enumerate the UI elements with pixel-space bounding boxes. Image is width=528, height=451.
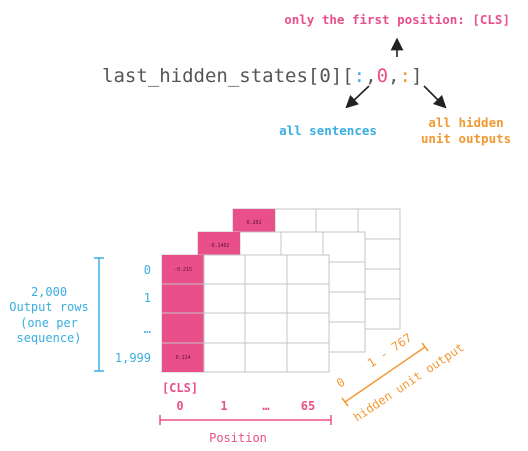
front-cls-value-top: -0.215: [174, 267, 192, 273]
rows-label-line3: (one per: [20, 316, 78, 330]
code-expression: last_hidden_states[0][:,0,:]: [102, 65, 422, 87]
hidden-unit-label: hidden unit output: [351, 340, 467, 424]
cls-label: [CLS]: [162, 381, 198, 395]
position-label: Position: [209, 431, 267, 445]
middle-cls-value: -0.1402: [208, 243, 229, 249]
front-cls-value-bottom: 0.124: [175, 355, 190, 361]
back-cls-value: 0.201: [246, 220, 261, 226]
rows-label-line4: sequence): [16, 331, 81, 345]
expr-prefix: last_hidden_states[0][: [102, 65, 354, 87]
label-all-hidden-line1: all hidden: [428, 115, 503, 130]
position-tick-ellipsis: …: [262, 399, 269, 413]
rows-label-line2: Output rows: [9, 300, 88, 314]
expr-zero-position: 0: [377, 65, 388, 87]
label-all-hidden-line2: unit outputs: [421, 131, 511, 146]
row-tick-1: 1: [144, 291, 151, 305]
front-layer-grid: [161, 254, 330, 373]
position-tick-65: 65: [301, 399, 315, 413]
expr-comma-2: ,: [388, 65, 399, 87]
top-annotation: only the first position: [CLS]: [284, 12, 510, 27]
rows-label-line1: 2,000: [31, 285, 67, 299]
hidden-bracket: [341, 342, 429, 407]
arrow-to-sentences-icon: [345, 85, 370, 109]
expr-suffix: ]: [411, 65, 422, 87]
row-tick-1999: 1,999: [115, 351, 151, 365]
middle-cls-cell: [198, 232, 240, 257]
expr-comma-1: ,: [365, 65, 376, 87]
row-tick-ellipsis: …: [144, 322, 151, 336]
label-all-sentences: all sentences: [279, 123, 377, 138]
hidden-range-end: 1 - 767: [365, 331, 415, 371]
back-cls-cell: [233, 209, 275, 234]
position-tick-1: 1: [220, 399, 227, 413]
rows-bracket: [94, 257, 104, 372]
expr-colon-hidden: :: [399, 65, 410, 87]
row-tick-0: 0: [144, 263, 151, 277]
expr-colon-sentences: :: [354, 65, 365, 87]
hidden-range-start: 0: [334, 375, 348, 391]
position-tick-0: 0: [176, 399, 183, 413]
position-bracket: [159, 415, 332, 425]
arrow-to-hidden-icon: [423, 85, 447, 109]
